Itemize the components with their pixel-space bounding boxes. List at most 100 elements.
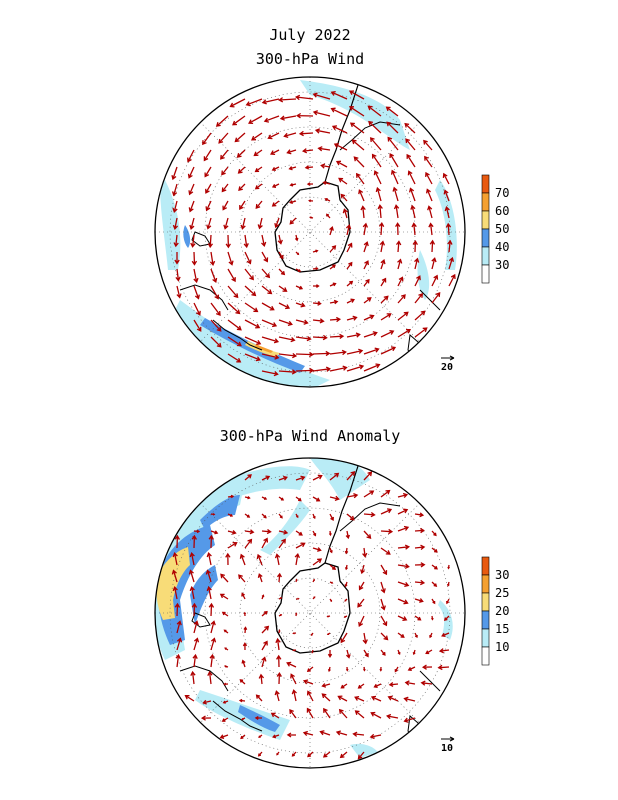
wind-arrow <box>312 301 322 306</box>
wind-arrow <box>358 189 365 202</box>
wind-arrow <box>238 698 246 703</box>
wind-arrow <box>324 197 331 202</box>
wind-arrow <box>380 564 388 576</box>
wind-arrow <box>254 715 263 720</box>
wind-arrow <box>227 268 236 283</box>
wind-arrow <box>370 695 382 702</box>
wind-arrow <box>244 251 252 265</box>
wind-arrow <box>346 364 365 372</box>
wind-arrow <box>171 569 178 583</box>
wind-arrow <box>244 529 255 535</box>
legend-tick-label: 60 <box>495 204 509 218</box>
wind-arrow <box>321 683 331 688</box>
wind-arrow <box>352 731 365 737</box>
wind-arrow <box>220 573 229 583</box>
wind-arrow <box>322 180 331 185</box>
wind-arrow <box>308 199 314 203</box>
wind-arrow <box>176 637 183 651</box>
wind-arrow <box>244 474 252 481</box>
wind-arrow <box>380 508 393 515</box>
wind-arrow <box>306 690 314 702</box>
wind-arrow <box>362 547 368 558</box>
wind-arrow <box>414 327 428 338</box>
wind-arrow <box>380 313 392 321</box>
wind-arrow <box>358 581 365 591</box>
legend-tick-label: 15 <box>495 622 509 636</box>
legend-tick-label: 20 <box>495 604 509 618</box>
wind-arrow <box>411 222 417 236</box>
wind-arrow <box>390 169 399 185</box>
wind-arrow <box>275 637 281 651</box>
wind-arrow <box>377 204 383 219</box>
wind-arrow <box>431 292 441 304</box>
wind-arrow <box>410 204 416 219</box>
wind-arrow <box>424 155 433 168</box>
wind-arrow <box>193 620 199 634</box>
wind-arrow <box>344 547 349 555</box>
top-map-title: 300-hPa Wind <box>256 50 364 68</box>
wind-arrow <box>276 654 282 668</box>
wind-arrow <box>219 593 229 600</box>
wind-arrow <box>414 527 425 534</box>
wind-arrow <box>244 496 251 500</box>
wind-arrow <box>193 529 201 534</box>
legend-tick-label: 40 <box>495 240 509 254</box>
wind-arrow <box>255 694 263 702</box>
wind-arrow <box>414 579 426 586</box>
wind-arrow <box>407 170 416 185</box>
wind-arrow <box>261 234 267 247</box>
wind-arrow <box>397 615 408 622</box>
wind-arrow <box>329 245 337 253</box>
wind-arrow <box>188 569 195 583</box>
wind-arrow <box>322 751 331 758</box>
legend-swatch <box>481 192 490 212</box>
wind-arrow <box>221 611 229 617</box>
wind-arrow <box>278 513 283 519</box>
wind-arrow <box>329 226 334 236</box>
wind-arrow <box>312 596 316 600</box>
wind-arrow <box>306 182 314 186</box>
wind-arrow <box>261 594 265 600</box>
wind-arrow <box>222 700 229 704</box>
wind-arrow <box>351 139 365 151</box>
wind-arrow <box>371 153 382 168</box>
wind-arrow <box>414 512 425 518</box>
wind-arrow <box>236 149 246 158</box>
wind-arrow <box>227 336 242 347</box>
wind-arrow <box>174 602 181 617</box>
wind-arrow <box>397 525 410 532</box>
wind-arrow <box>286 149 297 155</box>
wind-arrow <box>387 136 399 151</box>
wind-arrow <box>329 547 333 554</box>
wind-arrow <box>205 183 212 194</box>
wind-arrow <box>191 602 198 617</box>
wind-arrow <box>240 734 246 740</box>
wind-arrow <box>357 683 365 689</box>
wind-arrow <box>329 472 340 481</box>
wind-arrow <box>344 598 348 602</box>
wind-arrow <box>330 107 348 117</box>
wind-arrow <box>442 172 450 185</box>
date-title: July 2022 <box>269 26 350 44</box>
wind-arrow <box>317 146 331 152</box>
wind-arrow <box>209 251 216 267</box>
wind-arrow <box>263 115 280 123</box>
wind-arrow <box>220 149 229 160</box>
wind-arrow <box>380 581 386 594</box>
wind-arrow <box>312 530 317 537</box>
wind-arrow <box>444 206 450 219</box>
wind-arrow <box>397 598 409 605</box>
wind-legend: 30 40 50 60 70 <box>481 174 509 284</box>
wind-arrow <box>261 268 271 279</box>
wind-arrow <box>295 542 306 549</box>
wind-arrow <box>203 149 212 162</box>
wind-arrow <box>392 186 399 202</box>
wind-arrow <box>277 234 283 245</box>
wind-arrow <box>278 597 283 600</box>
wind-arrow <box>312 350 331 357</box>
wind-arrow <box>323 707 331 719</box>
wind-arrow <box>244 268 254 281</box>
wind-arrow <box>329 333 345 340</box>
wind-arrow <box>222 200 229 211</box>
wind-arrow <box>414 598 424 603</box>
